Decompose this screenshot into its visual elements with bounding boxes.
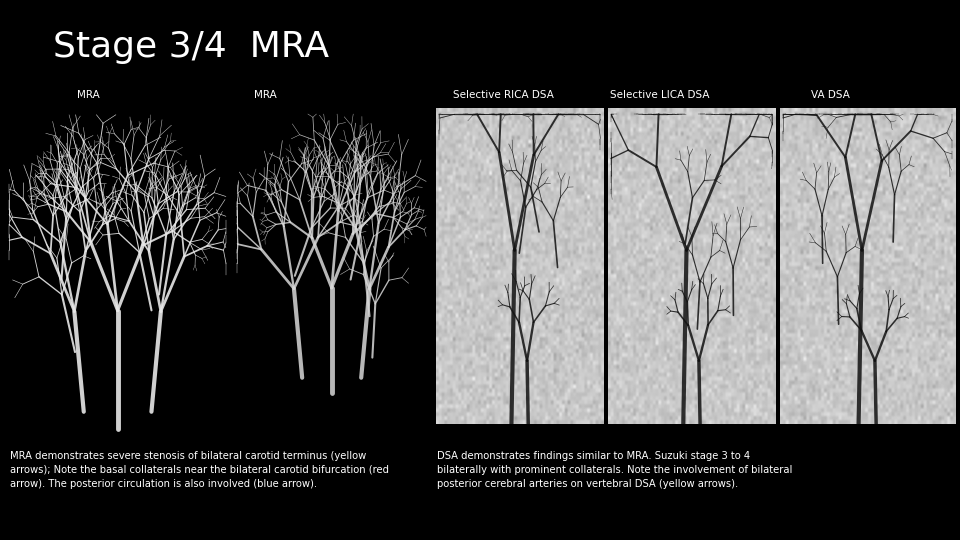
Text: DSA demonstrates findings similar to MRA. Suzuki stage 3 to 4
bilaterally with p: DSA demonstrates findings similar to MRA…: [437, 451, 792, 489]
Text: Selective RICA DSA: Selective RICA DSA: [453, 90, 554, 100]
Text: Selective LICA DSA: Selective LICA DSA: [610, 90, 709, 100]
Text: MRA demonstrates severe stenosis of bilateral carotid terminus (yellow
arrows); : MRA demonstrates severe stenosis of bila…: [10, 451, 389, 489]
Text: MRA: MRA: [254, 90, 277, 100]
Text: MRA: MRA: [77, 90, 100, 100]
Text: VA DSA: VA DSA: [811, 90, 850, 100]
Text: Stage 3/4  MRA: Stage 3/4 MRA: [53, 30, 329, 64]
